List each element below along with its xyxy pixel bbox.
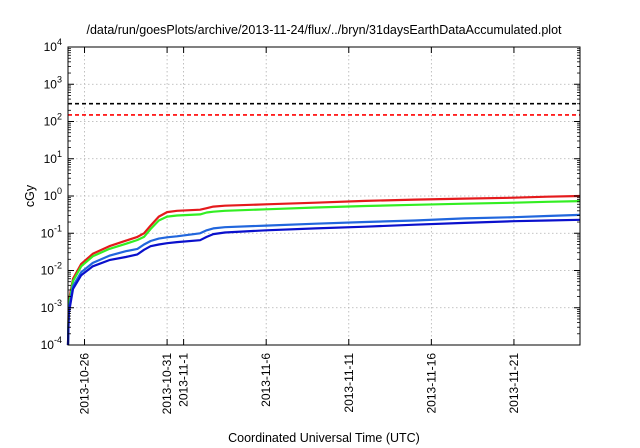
y-tick-label: 104 bbox=[44, 37, 62, 54]
chart-title: /data/run/goesPlots/archive/2013-11-24/f… bbox=[86, 23, 562, 37]
y-tick-label: 100 bbox=[44, 186, 62, 203]
data-series bbox=[66, 194, 581, 346]
threshold-lines bbox=[68, 102, 580, 116]
y-tick-label: 102 bbox=[44, 112, 62, 129]
y-tick-label: 103 bbox=[44, 74, 62, 91]
grid-lines bbox=[68, 47, 580, 345]
series-line bbox=[66, 200, 581, 346]
x-tick-label: 2013-11-11 bbox=[342, 353, 356, 413]
y-axis-ticks: 10-4 10-3 10-2 10-1 100 101 102 103 104 bbox=[41, 37, 580, 352]
x-tick-label: 2013-11-16 bbox=[424, 353, 438, 414]
y-tick-label: 101 bbox=[44, 149, 62, 166]
y-tick-label: 10-4 bbox=[41, 335, 62, 352]
x-tick-label: 2013-11-21 bbox=[507, 353, 521, 414]
series-line bbox=[66, 213, 581, 346]
x-tick-label: 2013-10-26 bbox=[78, 353, 92, 415]
x-tick-label: 2013-10-31 bbox=[160, 353, 174, 415]
series-line bbox=[66, 218, 581, 346]
y-tick-label: 10-1 bbox=[41, 223, 62, 240]
x-tick-label: 2013-11-1 bbox=[177, 353, 191, 407]
y-tick-label: 10-2 bbox=[41, 261, 62, 278]
y-tick-label: 10-3 bbox=[41, 298, 62, 315]
x-axis-ticks: 2013-10-26 2013-10-31 2013-11-1 2013-11-6 20… bbox=[78, 47, 521, 414]
x-axis-label: Coordinated Universal Time (UTC) bbox=[228, 431, 420, 445]
series-line bbox=[66, 194, 581, 346]
y-axis-label: cGy bbox=[23, 184, 37, 207]
plot-frame bbox=[67, 46, 581, 346]
x-tick-label: 2013-11-6 bbox=[259, 353, 273, 407]
